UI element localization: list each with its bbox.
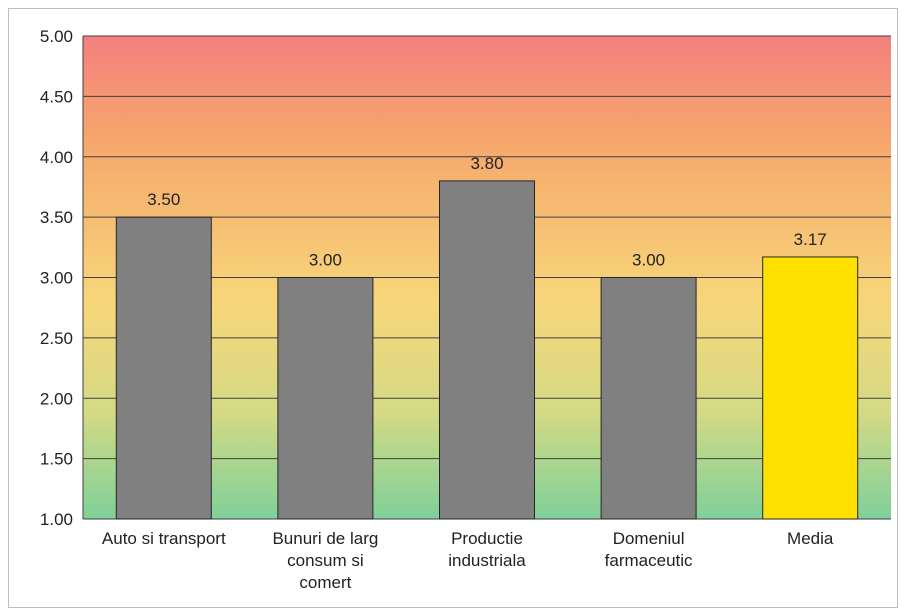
y-tick-label: 2.50 <box>40 329 73 348</box>
y-tick-label: 4.00 <box>40 148 73 167</box>
bar <box>439 180 535 520</box>
y-tick-label: 1.50 <box>40 450 73 469</box>
y-tick-label: 4.50 <box>40 87 73 106</box>
bar-chart: 1.00 1.50 2.00 2.50 3.00 3.50 4.00 4.50 5.00 3.50… <box>40 27 891 592</box>
x-tick-label: Productie <box>451 529 523 548</box>
bar <box>115 216 212 520</box>
chart-frame: 1.00 1.50 2.00 2.50 3.00 3.50 4.00 4.50 5.00 3.50… <box>8 8 898 608</box>
y-tick-label: 3.50 <box>40 208 73 227</box>
data-label: 3.17 <box>794 230 827 249</box>
data-label: 3.00 <box>632 251 665 270</box>
data-label: 3.80 <box>470 154 503 173</box>
x-tick-label: comert <box>299 573 351 592</box>
x-tick-label: industriala <box>448 551 526 570</box>
y-tick-label: 5.00 <box>40 27 73 46</box>
bar <box>600 277 697 520</box>
bar <box>762 256 859 520</box>
x-tick-label: Auto si transport <box>102 529 226 548</box>
data-label: 3.00 <box>309 251 342 270</box>
data-label: 3.50 <box>147 190 180 209</box>
x-tick-label: Bunuri de larg <box>272 529 378 548</box>
x-tick-label: farmaceutic <box>605 551 693 570</box>
x-tick-label: Media <box>787 529 834 548</box>
x-tick-label: consum si <box>287 551 364 570</box>
x-tick-label: Domeniul <box>613 529 685 548</box>
y-tick-label: 2.00 <box>40 389 73 408</box>
bar <box>277 277 374 520</box>
y-tick-label: 1.00 <box>40 510 73 529</box>
y-tick-label: 3.00 <box>40 269 73 288</box>
